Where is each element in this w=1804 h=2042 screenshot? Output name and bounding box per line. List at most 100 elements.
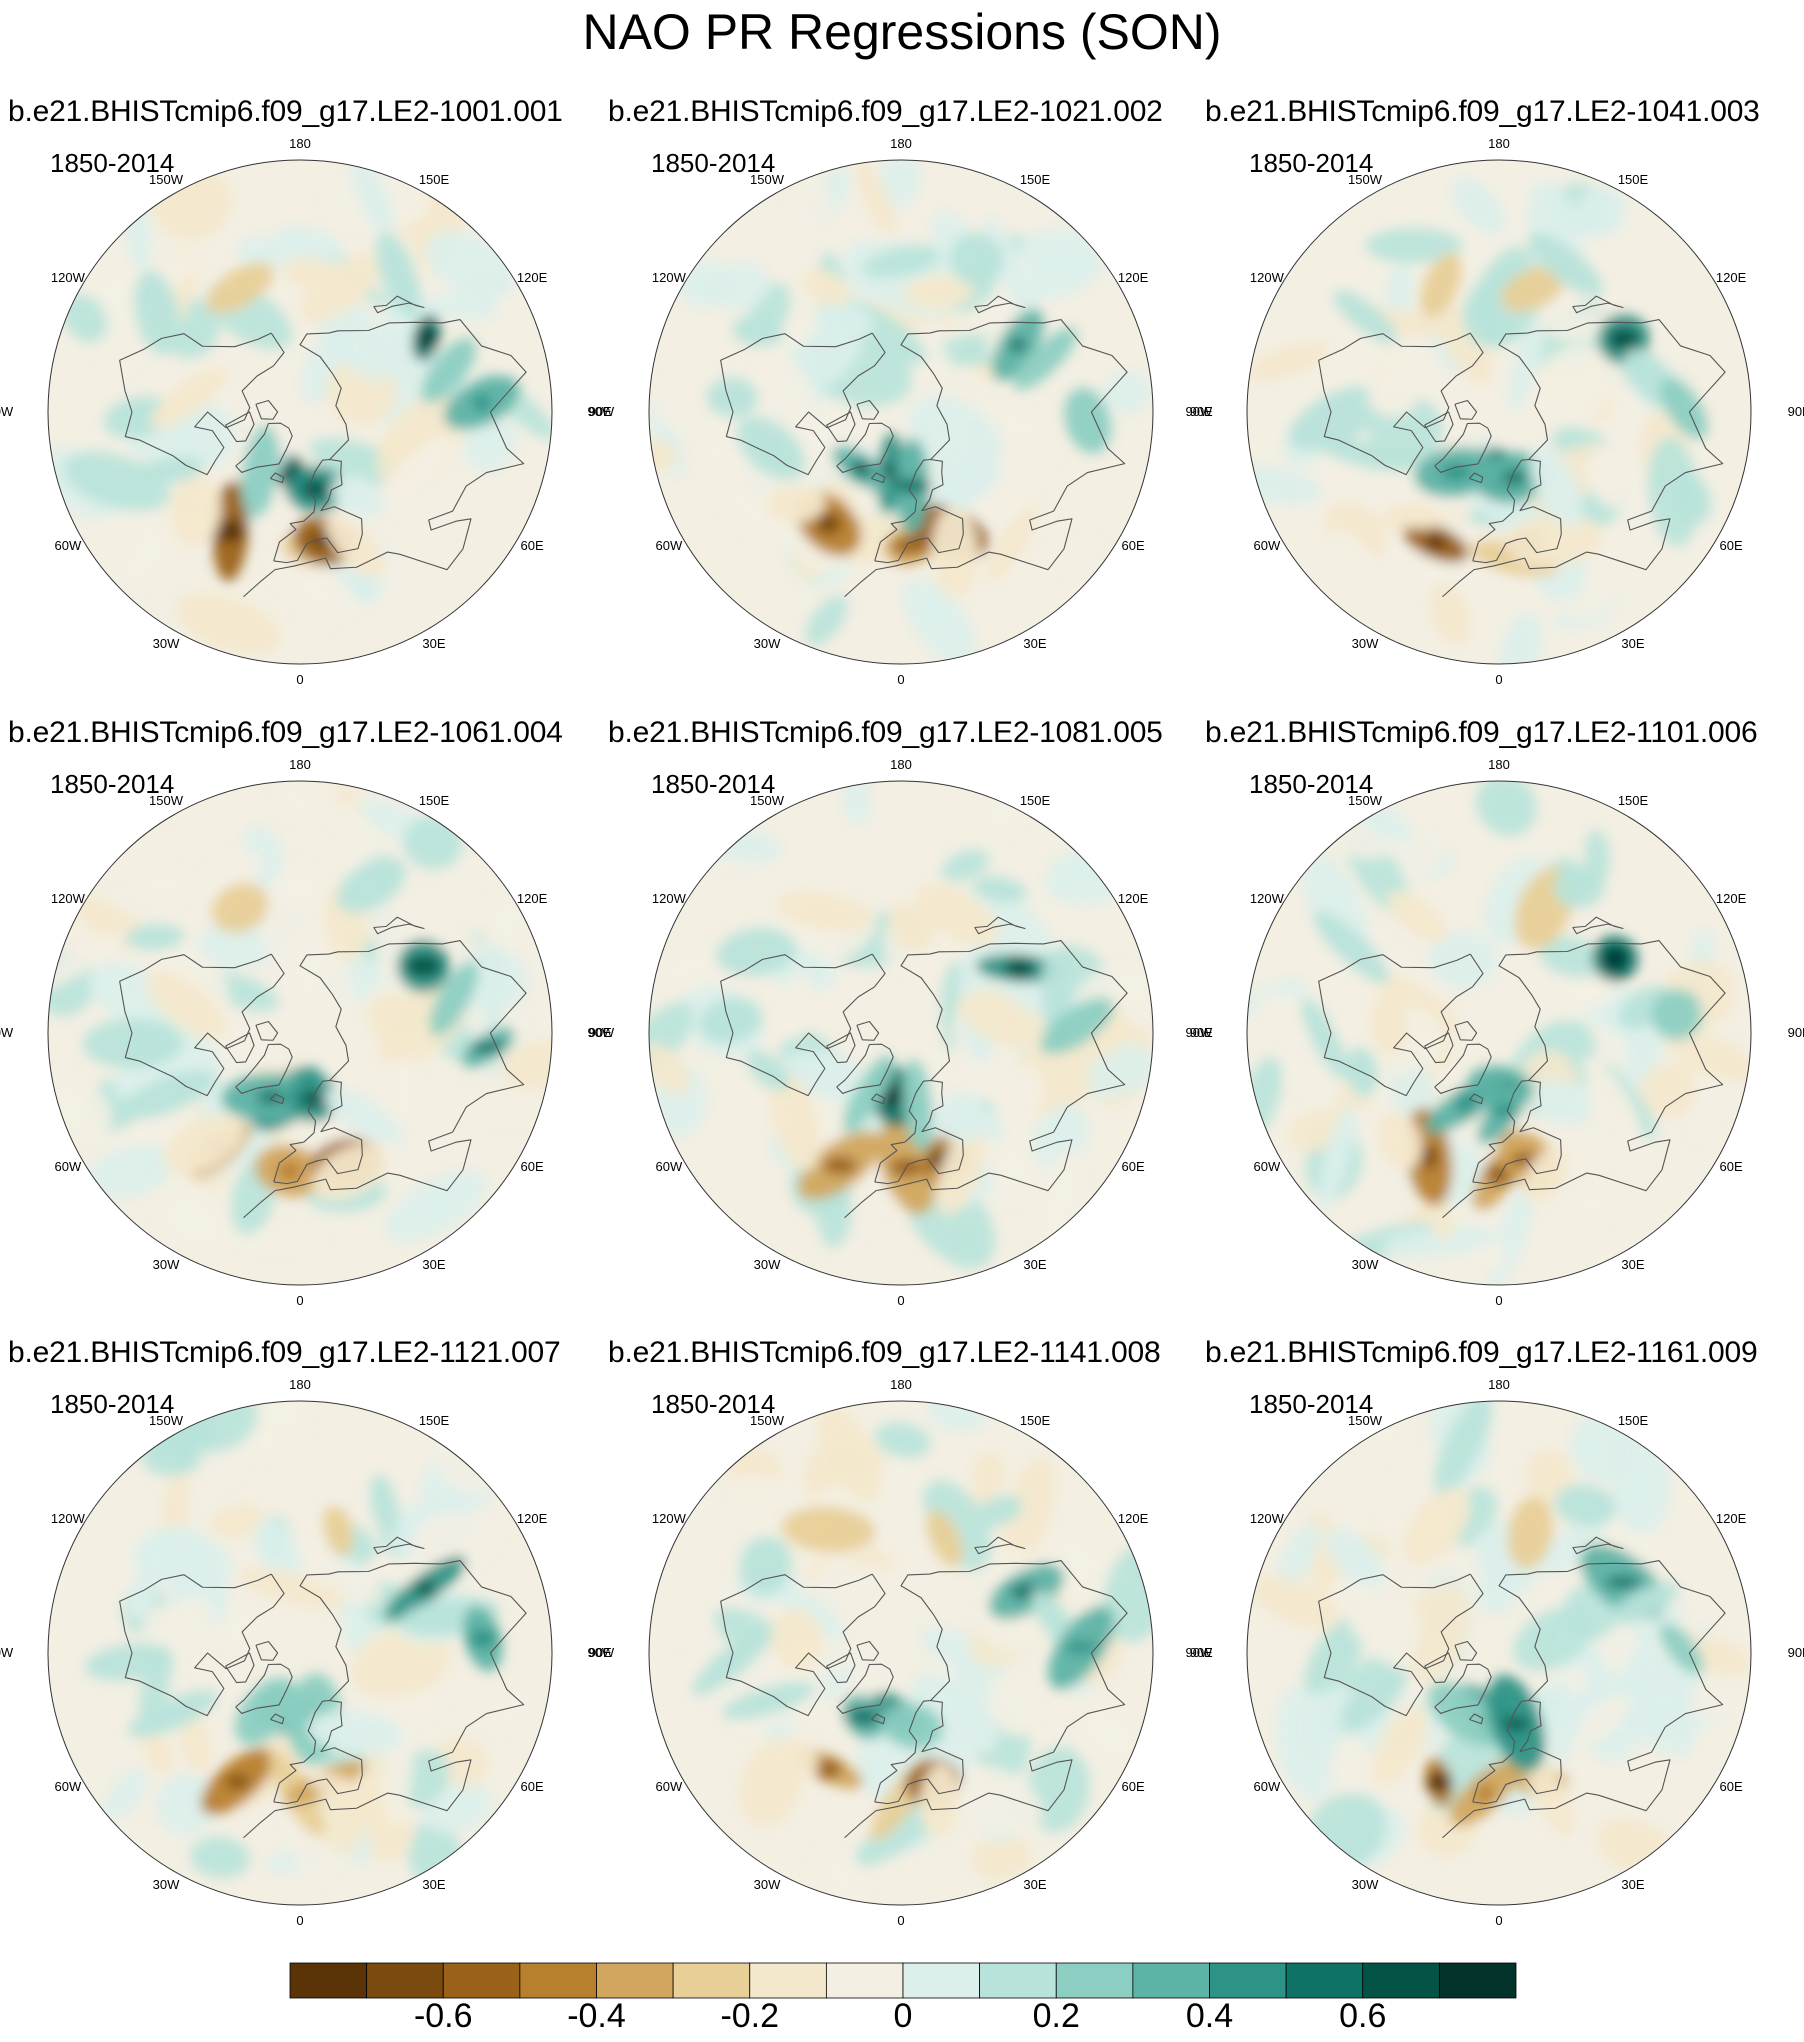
- field-cell: [61, 293, 108, 343]
- colorbar-box: [1362, 1962, 1440, 1999]
- longitude-label: 120W: [651, 270, 686, 285]
- coastline: [1424, 1032, 1454, 1064]
- coastline: [243, 1792, 400, 1839]
- coastline: [1434, 422, 1492, 473]
- field-cell: [1268, 1049, 1333, 1108]
- field-cell: [270, 226, 342, 267]
- longitude-label: 60E: [520, 538, 544, 553]
- field-cell: [973, 876, 1027, 903]
- longitude-label: 180: [289, 757, 311, 772]
- field-cell: [776, 891, 874, 932]
- field-cell: [1318, 1104, 1357, 1211]
- field-cell: [210, 1504, 264, 1539]
- field-cell: [239, 1567, 347, 1609]
- longitude-label: 60W: [655, 1779, 683, 1794]
- longitude-label: 90W: [587, 1645, 615, 1660]
- field-cell: [212, 882, 269, 934]
- field-cell: [1438, 303, 1494, 385]
- coastline: [900, 1560, 1128, 1812]
- longitude-label: 60W: [1253, 538, 1281, 553]
- field-cell: [1377, 1111, 1423, 1170]
- field-cell: [766, 485, 826, 523]
- map-panel: [48, 1401, 552, 1905]
- longitude-label: 60W: [1253, 1159, 1281, 1174]
- field-cell: [705, 377, 759, 418]
- field-cell: [904, 274, 975, 310]
- field-cell: [649, 1042, 691, 1095]
- field-cell: [1604, 1575, 1642, 1589]
- field-cell: [367, 992, 430, 1044]
- colorbar-tick-label: 0.6: [1339, 1997, 1387, 2035]
- field-cell: [1367, 372, 1419, 417]
- field-cell: [847, 1708, 880, 1726]
- field-cell: [1103, 371, 1151, 414]
- field-cell: [1387, 890, 1447, 942]
- period-label: 1850-2014: [1249, 1389, 1374, 1419]
- field-cell: [928, 1401, 989, 1432]
- coastline: [836, 1043, 894, 1094]
- longitude-label: 120E: [1117, 891, 1149, 906]
- longitude-label: 60E: [520, 1779, 544, 1794]
- panel-title: b.e21.BHISTcmip6.f09_g17.LE2-1001.001: [8, 95, 563, 128]
- coastline: [1424, 1652, 1454, 1684]
- field-cell: [429, 961, 479, 1037]
- coastline: [1468, 1713, 1484, 1725]
- coastline: [269, 472, 285, 484]
- field-cell: [1301, 998, 1349, 1079]
- longitude-label: 30E: [1621, 1877, 1645, 1893]
- field-cell: [421, 338, 476, 404]
- field-cell: [915, 882, 999, 946]
- longitude-label: 90E: [588, 404, 612, 419]
- field-cell: [1526, 1758, 1575, 1835]
- field-cell: [805, 595, 848, 646]
- coastline: [900, 940, 1128, 1192]
- field-cell: [175, 592, 281, 655]
- field-cell: [756, 348, 815, 419]
- field-cell: [82, 1018, 184, 1069]
- field-cell: [350, 1625, 452, 1700]
- field-cell: [308, 1710, 405, 1755]
- longitude-label: 90W: [0, 1645, 14, 1660]
- field-cell: [120, 1069, 217, 1119]
- field-cell: [881, 1084, 904, 1107]
- field-cell: [325, 514, 385, 578]
- longitude-label: 30W: [1351, 636, 1379, 652]
- field-cell: [1378, 975, 1459, 1038]
- coastline: [1472, 1699, 1562, 1805]
- field-cell: [1502, 470, 1528, 486]
- field-cell: [1440, 463, 1471, 481]
- longitude-label: 60E: [1121, 1779, 1145, 1794]
- field-cell: [1013, 327, 1077, 391]
- field-cell: [254, 1516, 303, 1588]
- coastline: [1442, 1792, 1599, 1839]
- field-cell: [234, 1677, 297, 1745]
- colorbar-box: [672, 1962, 751, 1999]
- longitude-label: 0: [1495, 672, 1503, 687]
- longitude-label: 180: [1488, 757, 1510, 772]
- field-cell: [649, 1002, 694, 1082]
- field-cell: [822, 1156, 858, 1175]
- longitude-label: 30E: [1023, 636, 1047, 652]
- longitude-label: 120E: [516, 1511, 548, 1526]
- longitude-label: 150E: [1019, 792, 1051, 808]
- colorbar-box: [1055, 1962, 1134, 1999]
- field-cell: [815, 1758, 842, 1779]
- field-cell: [312, 1143, 387, 1201]
- field-cell: [1507, 313, 1546, 411]
- field-cell: [1304, 1615, 1368, 1695]
- field-cell: [392, 515, 461, 628]
- field-cell: [1610, 1582, 1679, 1624]
- field-cell: [152, 1182, 233, 1259]
- field-cell: [1247, 341, 1330, 382]
- field-cell: [1103, 1544, 1153, 1643]
- coastline: [1442, 1172, 1599, 1219]
- coastline: [1454, 399, 1478, 420]
- colorbar-tick-label: 0: [893, 1997, 913, 2035]
- colorbar-tick-label: 0.2: [1032, 1997, 1080, 2035]
- longitude-label: 30W: [1351, 1257, 1379, 1273]
- field-cell: [1258, 222, 1341, 316]
- field-cell: [330, 476, 384, 517]
- longitude-label: 30W: [152, 1257, 180, 1273]
- field-cell: [974, 1495, 1023, 1527]
- field-cell: [837, 1563, 878, 1604]
